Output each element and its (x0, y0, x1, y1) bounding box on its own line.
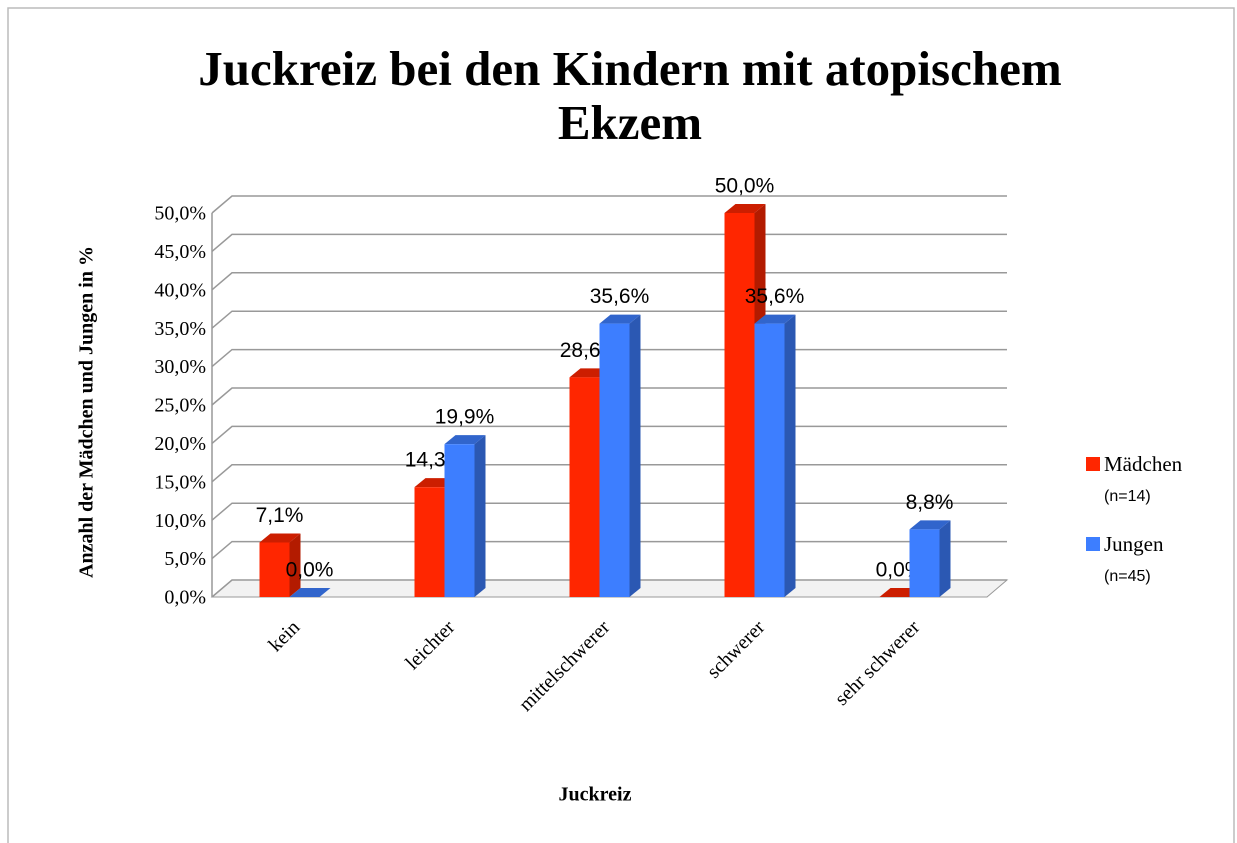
bar (724, 213, 755, 597)
legend-label: Jungen (1104, 532, 1164, 556)
y-tick-label: 50,0% (154, 203, 206, 225)
value-label: 35,6% (745, 285, 805, 308)
bar-side (474, 435, 486, 597)
y-tick-label: 20,0% (154, 433, 206, 455)
bar-top (444, 435, 486, 445)
x-tick-label: sehr schwerer (831, 616, 925, 710)
bar (414, 487, 445, 597)
frame (7, 7, 1235, 843)
value-label: 50,0% (715, 175, 775, 198)
bar (754, 323, 785, 597)
chart-title: Juckreiz bei den Kindern mit atopischem … (198, 41, 1062, 150)
bar (569, 377, 600, 597)
bar-top (909, 520, 951, 530)
x-tick-label: leichter (401, 616, 459, 674)
bar (444, 444, 475, 597)
value-label: 19,9% (435, 406, 495, 429)
legend-note: (n=14) (1104, 488, 1151, 505)
x-tick-label: kein (264, 616, 304, 656)
y-axis-title: Anzahl der Mädchen und Jungen in % (76, 246, 98, 578)
y-tick-label: 10,0% (154, 510, 206, 532)
y-tick-label: 25,0% (154, 395, 206, 417)
legend-note: (n=45) (1104, 568, 1151, 585)
y-tick-label: 45,0% (154, 241, 206, 263)
x-tick-label: mittelschwerer (515, 616, 615, 716)
bar (599, 323, 630, 597)
value-label: 7,1% (256, 504, 304, 527)
y-tick-label: 30,0% (154, 356, 206, 378)
y-tick-label: 40,0% (154, 279, 206, 301)
bar (259, 542, 290, 597)
x-tick-label: schwerer (703, 616, 770, 683)
value-label: 35,6% (590, 285, 650, 308)
grid-line (211, 233, 1007, 252)
grid-line (211, 195, 1007, 214)
bar-top (259, 533, 301, 543)
y-tick-label: 15,0% (154, 471, 206, 493)
bar (909, 529, 940, 597)
bar-side (784, 314, 796, 597)
y-tick-label: 5,0% (164, 548, 206, 570)
bar-side (289, 533, 301, 597)
legend-swatch (1086, 457, 1100, 471)
legend-label: Mädchen (1104, 452, 1183, 476)
bar-top (599, 314, 641, 324)
value-label: 8,8% (906, 491, 954, 514)
y-tick-label: 0,0% (164, 587, 206, 609)
bar-top (289, 588, 331, 597)
y-tick-label: 35,0% (154, 318, 206, 340)
legend-swatch (1086, 537, 1100, 551)
value-label: 0,0% (286, 559, 334, 582)
bar-side (629, 314, 641, 597)
bar-top (724, 204, 766, 213)
bar-side (939, 520, 951, 597)
x-axis-title: Juckreiz (559, 784, 632, 806)
bar-top (754, 314, 796, 324)
